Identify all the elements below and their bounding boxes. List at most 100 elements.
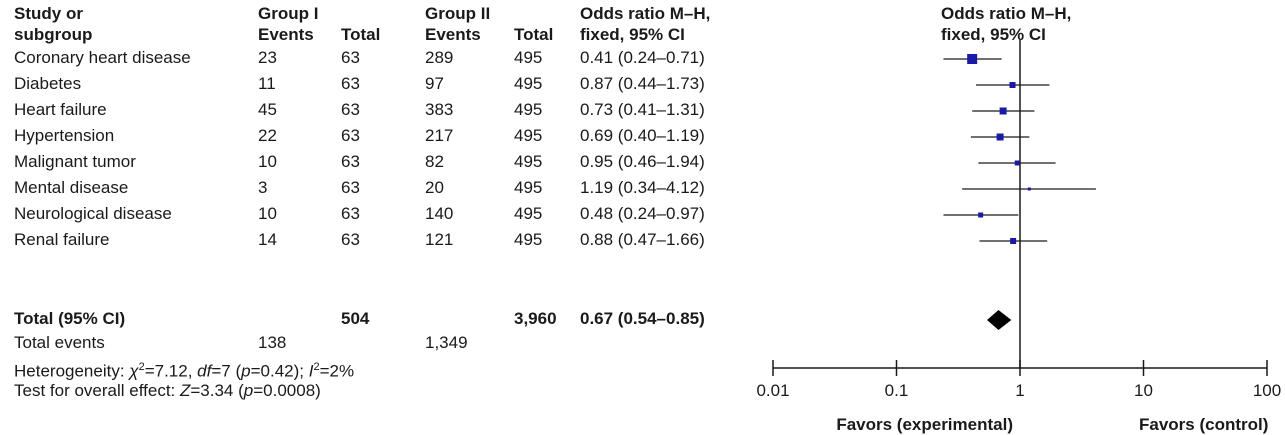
- df-symbol: df: [197, 361, 212, 381]
- group2-events: 121: [425, 230, 454, 249]
- group1-total: 63: [341, 100, 360, 119]
- group1-events: 45: [258, 100, 277, 119]
- x-tick-label: 10: [1134, 381, 1153, 400]
- x-tick-label: 0.01: [756, 381, 789, 400]
- favors-control-label: Favors (control): [1139, 415, 1268, 434]
- i-symbol: I: [308, 361, 314, 381]
- x-tick-label: 0.1: [885, 381, 909, 400]
- group1-total: 63: [341, 48, 360, 67]
- header-group1-events: Events: [258, 25, 314, 44]
- point-estimate-marker: [999, 107, 1007, 115]
- study-name: Neurological disease: [14, 204, 172, 223]
- header-study: Study or subgroup: [14, 3, 92, 45]
- group2-total: 495: [514, 204, 543, 223]
- x-tick-label: 100: [1253, 381, 1281, 400]
- or-text: 0.48 (0.24–0.97): [580, 204, 705, 223]
- group2-events: 289: [425, 48, 454, 67]
- header-plot: Odds ratio M–H, fixed, 95% CI: [941, 3, 1071, 45]
- heterogeneity-prefix: Heterogeneity:: [14, 361, 130, 381]
- p-value: =0.42);: [250, 361, 309, 381]
- chi-symbol: χ: [129, 361, 139, 381]
- group1-events: 14: [258, 230, 277, 249]
- group2-events: 140: [425, 204, 454, 223]
- group1-events: 22: [258, 126, 277, 145]
- heterogeneity-text: Heterogeneity: χ2=7.12, df=7 (p=0.42); I…: [14, 357, 354, 382]
- group1-events: 10: [258, 204, 277, 223]
- point-estimate-marker: [1010, 238, 1017, 244]
- or-text: 0.73 (0.41–1.31): [580, 100, 705, 119]
- group1-total: 63: [341, 178, 360, 197]
- group2-total: 495: [514, 48, 543, 67]
- total-events-label: Total events: [14, 333, 105, 352]
- header-group2-line1: Group II: [425, 4, 491, 23]
- group2-events: 383: [425, 100, 454, 119]
- header-group1: Group I Events: [258, 3, 318, 45]
- group2-events: 97: [425, 74, 444, 93]
- overall-prefix: Test for overall effect:: [14, 381, 180, 400]
- header-or-line2: fixed, 95% CI: [580, 25, 685, 44]
- group1-events: 10: [258, 152, 277, 171]
- x-tick-label: 1: [1015, 381, 1024, 400]
- point-estimate-marker: [1009, 82, 1016, 88]
- z-value: =3.34 (: [190, 381, 244, 400]
- p-symbol: p: [241, 361, 251, 381]
- group2-events: 217: [425, 126, 454, 145]
- group2-total: 495: [514, 178, 543, 197]
- header-study-line1: Study or: [14, 4, 83, 23]
- point-estimate-marker: [996, 133, 1004, 141]
- total-events-group1: 138: [258, 333, 287, 352]
- study-name: Mental disease: [14, 178, 129, 197]
- overall-p-symbol: p: [243, 381, 254, 400]
- header-group1-total: Total: [341, 25, 381, 44]
- header-or: Odds ratio M–H, fixed, 95% CI: [580, 3, 710, 45]
- point-estimate-marker: [1014, 160, 1020, 166]
- overall-effect-text: Test for overall effect: Z=3.34 (p=0.000…: [14, 381, 321, 401]
- header-study-line2: subgroup: [14, 25, 93, 44]
- group1-events: 11: [258, 74, 276, 93]
- or-text: 0.69 (0.40–1.19): [580, 126, 705, 145]
- favors-experimental-label: Favors (experimental): [836, 415, 1013, 434]
- header-group2-total: Total: [514, 25, 554, 44]
- i-sup: 2: [313, 361, 320, 373]
- chi-value: =7.12,: [144, 361, 198, 381]
- total-events-group2: 1,349: [425, 333, 468, 352]
- group2-total: 495: [514, 126, 543, 145]
- group2-total: 495: [514, 230, 543, 249]
- group1-total: 63: [341, 230, 360, 249]
- group1-total: 63: [341, 74, 360, 93]
- header-group1-line1: Group I: [258, 4, 319, 23]
- overall-p-value: =0.0008): [253, 381, 321, 400]
- group2-total: 495: [514, 152, 543, 171]
- or-text: 0.88 (0.47–1.66): [580, 230, 705, 249]
- or-text: 0.87 (0.44–1.73): [580, 74, 705, 93]
- group1-events: 3: [258, 178, 268, 197]
- pooled-diamond: [987, 310, 1012, 330]
- chi-sup: 2: [138, 361, 145, 373]
- total-or-text: 0.67 (0.54–0.85): [580, 309, 705, 328]
- group2-total: 495: [514, 74, 543, 93]
- header-group2-events: Events: [425, 25, 481, 44]
- total-label: Total (95% CI): [14, 309, 126, 328]
- or-text: 1.19 (0.34–4.12): [580, 178, 705, 197]
- header-or-line1: Odds ratio M–H,: [580, 4, 711, 23]
- header-group2: Group II Events: [425, 3, 490, 45]
- study-name: Renal failure: [14, 230, 110, 249]
- group1-total: 63: [341, 204, 360, 223]
- study-name: Malignant tumor: [14, 152, 136, 171]
- study-name: Hypertension: [14, 126, 115, 145]
- or-text: 0.41 (0.24–0.71): [580, 48, 705, 67]
- study-name: Heart failure: [14, 100, 107, 119]
- group2-total: 495: [514, 100, 543, 119]
- group2-events: 20: [425, 178, 444, 197]
- group1-events: 23: [258, 48, 277, 67]
- df-value: =7 (: [211, 361, 242, 381]
- or-text: 0.95 (0.46–1.94): [580, 152, 705, 171]
- point-estimate-marker: [967, 54, 978, 64]
- group1-total: 63: [341, 126, 360, 145]
- header-plot-line1: Odds ratio M–H,: [941, 4, 1072, 23]
- study-name: Diabetes: [14, 74, 82, 93]
- group2-events: 82: [425, 152, 444, 171]
- i-value: =2%: [319, 361, 355, 381]
- point-estimate-marker: [1027, 187, 1031, 191]
